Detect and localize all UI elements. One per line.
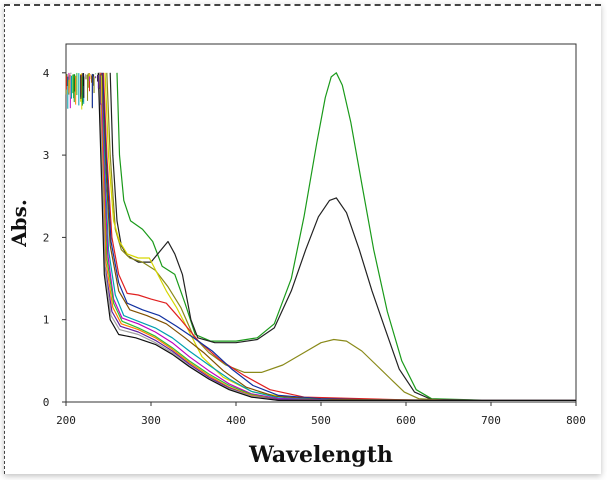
y-tick-label: 2 [43, 231, 50, 244]
y-tick-label: 0 [43, 396, 50, 409]
spectrum-line [102, 72, 576, 401]
spectrum-line [106, 72, 576, 401]
x-axis-ticks: 200 300 400 500 600 700 800 [56, 402, 586, 427]
x-tick-label: 600 [396, 414, 416, 427]
y-tick-label: 1 [43, 314, 50, 327]
x-axis-title: Wavelength [248, 442, 393, 468]
spectrum-line [116, 72, 576, 401]
spectrum-line [101, 72, 577, 401]
spectrum-line [100, 72, 576, 401]
spectrum-line [100, 72, 576, 401]
y-axis-title: Abs. [7, 199, 31, 248]
x-tick-label: 200 [56, 414, 76, 427]
x-tick-label: 700 [481, 414, 501, 427]
y-tick-label: 3 [43, 149, 50, 162]
y-axis-ticks: 0 1 2 3 4 [43, 67, 66, 409]
y-tick-label: 4 [43, 67, 50, 80]
spectrum-line [102, 72, 576, 401]
x-tick-label: 500 [311, 414, 331, 427]
x-tick-label: 300 [141, 414, 161, 427]
series-layer [97, 72, 577, 401]
spectrum-line [109, 72, 576, 401]
x-tick-label: 800 [566, 414, 586, 427]
x-tick-label: 400 [226, 414, 246, 427]
spectrum-line [97, 72, 576, 401]
plot-area [65, 43, 577, 403]
saturation-noise [65, 72, 102, 110]
